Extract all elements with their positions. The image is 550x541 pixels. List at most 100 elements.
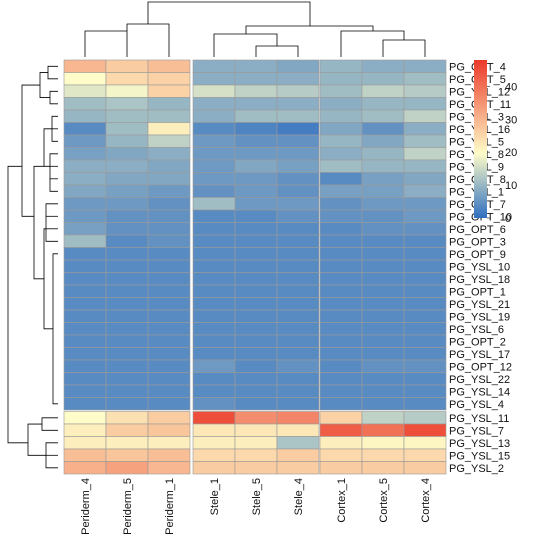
heatmap-cell — [105, 159, 149, 173]
heatmap-cell — [276, 134, 320, 148]
column-label: Stele_4 — [293, 478, 305, 515]
heatmap-cell — [276, 384, 320, 398]
heatmap-cell — [105, 172, 149, 186]
heatmap-cell — [234, 284, 278, 298]
row-dendrogram-branch — [39, 72, 50, 98]
heatmap-cell — [147, 272, 191, 286]
heatmap-cell — [319, 411, 363, 425]
heatmap-cell — [105, 184, 149, 198]
heatmap-cell — [319, 247, 363, 261]
heatmap-cell — [276, 247, 320, 261]
row-dendrogram-branch — [41, 417, 58, 431]
heatmap-cell — [361, 234, 405, 248]
heatmap-cell — [319, 448, 363, 462]
heatmap-cell — [105, 122, 149, 136]
heatmap-cell — [192, 122, 236, 136]
heatmap-cell — [276, 411, 320, 425]
heatmap-cell — [105, 411, 149, 425]
heatmap-cell — [63, 347, 107, 361]
heatmap-cell — [361, 172, 405, 186]
heatmap-cell — [105, 247, 149, 261]
column-dendrogram-branch — [147, 1, 311, 26]
heatmap-cell — [403, 109, 447, 123]
heatmap-cell — [276, 234, 320, 248]
heatmap-cell — [63, 222, 107, 236]
heatmap-cell — [276, 84, 320, 98]
heatmap-cell — [234, 97, 278, 111]
heatmap-cell — [234, 347, 278, 361]
heatmap-cell — [403, 184, 447, 198]
heatmap-cell — [192, 436, 236, 450]
heatmap-cell — [105, 309, 149, 323]
heatmap-cell — [319, 172, 363, 186]
heatmap-cell — [276, 222, 320, 236]
column-dendrogram-branch — [126, 23, 170, 57]
heatmap-cell — [319, 97, 363, 111]
heatmap-cell — [63, 423, 107, 437]
heatmap-cell — [403, 448, 447, 462]
heatmap-cell — [403, 209, 447, 223]
heatmap-cell — [147, 209, 191, 223]
heatmap-cell — [361, 322, 405, 336]
row-dendrogram-branch — [43, 228, 53, 330]
heatmap-cell — [63, 309, 107, 323]
column-labels: Periderm_4 Periderm_5 Periderm_1 Stele_1 Ste… — [80, 478, 432, 535]
heatmap-cell — [403, 72, 447, 86]
heatmap-cell — [147, 147, 191, 161]
heatmap-cell — [403, 397, 447, 411]
heatmap-cell — [276, 397, 320, 411]
row-label: PG_YSL_7 — [449, 425, 504, 437]
heatmap-cell — [147, 397, 191, 411]
heatmap-cell — [63, 197, 107, 211]
row-label: PG_YSL_21 — [449, 299, 510, 311]
heatmap-cell — [403, 309, 447, 323]
heatmap-cell — [105, 423, 149, 437]
heatmap-cell — [319, 309, 363, 323]
heatmap-cell — [319, 436, 363, 450]
heatmap-cell — [361, 359, 405, 373]
heatmap-cell — [361, 448, 405, 462]
heatmap-cell — [319, 423, 363, 437]
heatmap-cell — [361, 272, 405, 286]
color-legend-label: 0 — [505, 213, 511, 225]
heatmap-cell — [192, 448, 236, 462]
row-label: PG_OPT_3 — [449, 236, 506, 248]
heatmap-cell — [63, 72, 107, 86]
heatmap-cell — [319, 209, 363, 223]
column-label: Periderm_4 — [80, 478, 92, 535]
heatmap-cell — [63, 448, 107, 462]
heatmap-cell — [234, 372, 278, 386]
heatmap-cell — [361, 159, 405, 173]
heatmap-cell — [105, 209, 149, 223]
heatmap-cell — [63, 134, 107, 148]
heatmap-cell — [63, 372, 107, 386]
heatmap-cell — [319, 72, 363, 86]
heatmap-cell — [192, 411, 236, 425]
heatmap-cell — [234, 122, 278, 136]
heatmap-cell — [105, 322, 149, 336]
row-label: PG_OPT_12 — [449, 361, 512, 373]
heatmap-cell — [192, 461, 236, 475]
heatmap-cell — [403, 222, 447, 236]
heatmap-cell — [361, 259, 405, 273]
row-dendrogram — [7, 65, 58, 469]
heatmap-cell — [63, 411, 107, 425]
heatmap-cell — [319, 359, 363, 373]
heatmap-cell — [234, 334, 278, 348]
row-dendrogram-branch — [52, 253, 58, 405]
row-label: PG_YSL_22 — [449, 374, 510, 386]
heatmap-cell — [234, 448, 278, 462]
heatmap-cell — [63, 159, 107, 173]
heatmap-cell — [319, 84, 363, 98]
heatmap-cell — [105, 72, 149, 86]
row-dendrogram-branch — [43, 128, 52, 167]
heatmap-cell — [63, 297, 107, 311]
heatmap-cell — [147, 159, 191, 173]
heatmap-cell — [147, 436, 191, 450]
heatmap-cell — [403, 359, 447, 373]
heatmap-cell — [63, 272, 107, 286]
heatmap-cell — [319, 109, 363, 123]
heatmap-cell — [361, 147, 405, 161]
heatmap-cell — [319, 134, 363, 148]
heatmap-cell — [234, 384, 278, 398]
